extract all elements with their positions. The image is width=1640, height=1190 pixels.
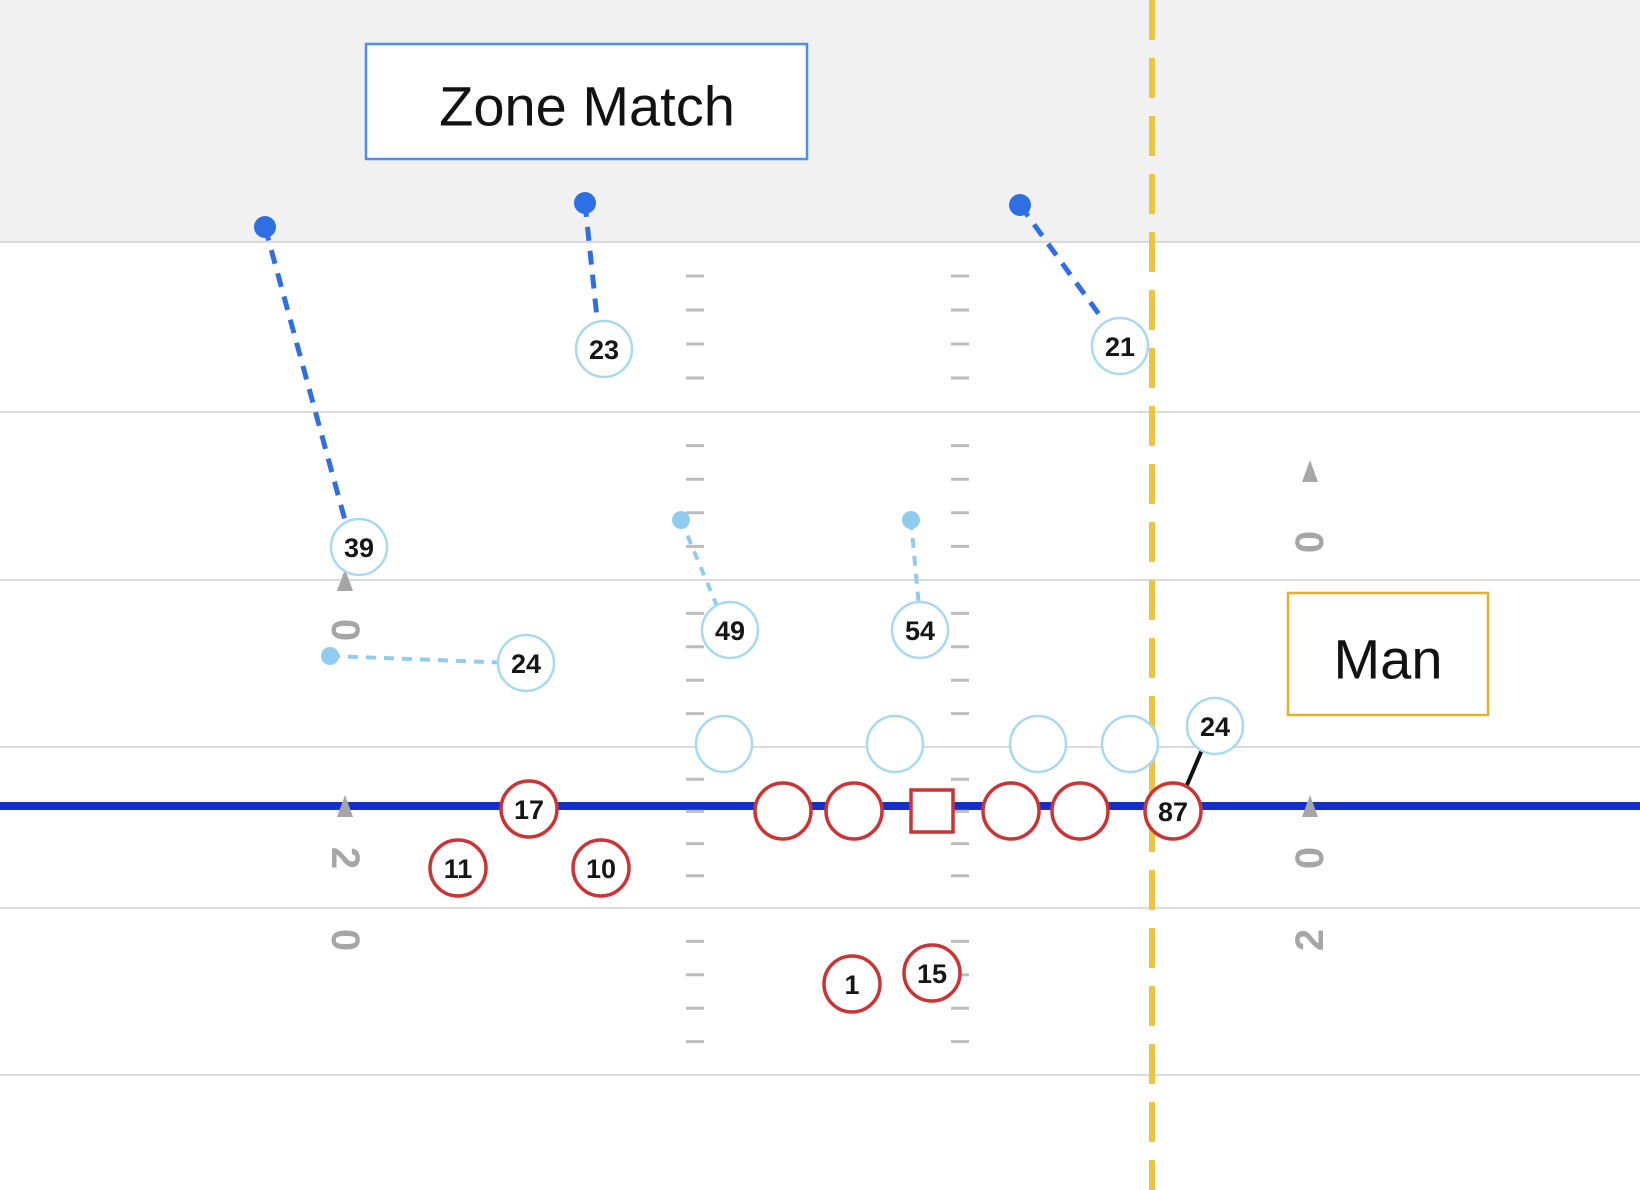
svg-text:39: 39 (344, 533, 374, 563)
svg-text:0: 0 (1288, 847, 1332, 869)
svg-text:24: 24 (1200, 712, 1230, 742)
svg-text:2: 2 (1288, 929, 1332, 951)
svg-text:23: 23 (589, 335, 619, 365)
svg-text:Zone Match: Zone Match (439, 75, 735, 138)
svg-text:11: 11 (444, 854, 473, 884)
svg-text:54: 54 (905, 616, 935, 646)
svg-text:49: 49 (715, 616, 745, 646)
svg-text:17: 17 (514, 795, 544, 825)
svg-text:15: 15 (917, 959, 947, 989)
svg-text:24: 24 (511, 649, 541, 679)
svg-text:0: 0 (323, 619, 367, 641)
svg-text:0: 0 (1288, 531, 1332, 553)
svg-text:2: 2 (323, 847, 367, 869)
svg-text:10: 10 (586, 854, 616, 884)
svg-text:87: 87 (1158, 797, 1188, 827)
svg-text:0: 0 (323, 929, 367, 951)
svg-text:21: 21 (1105, 332, 1135, 362)
svg-text:1: 1 (844, 970, 859, 1000)
svg-text:Man: Man (1334, 628, 1443, 691)
